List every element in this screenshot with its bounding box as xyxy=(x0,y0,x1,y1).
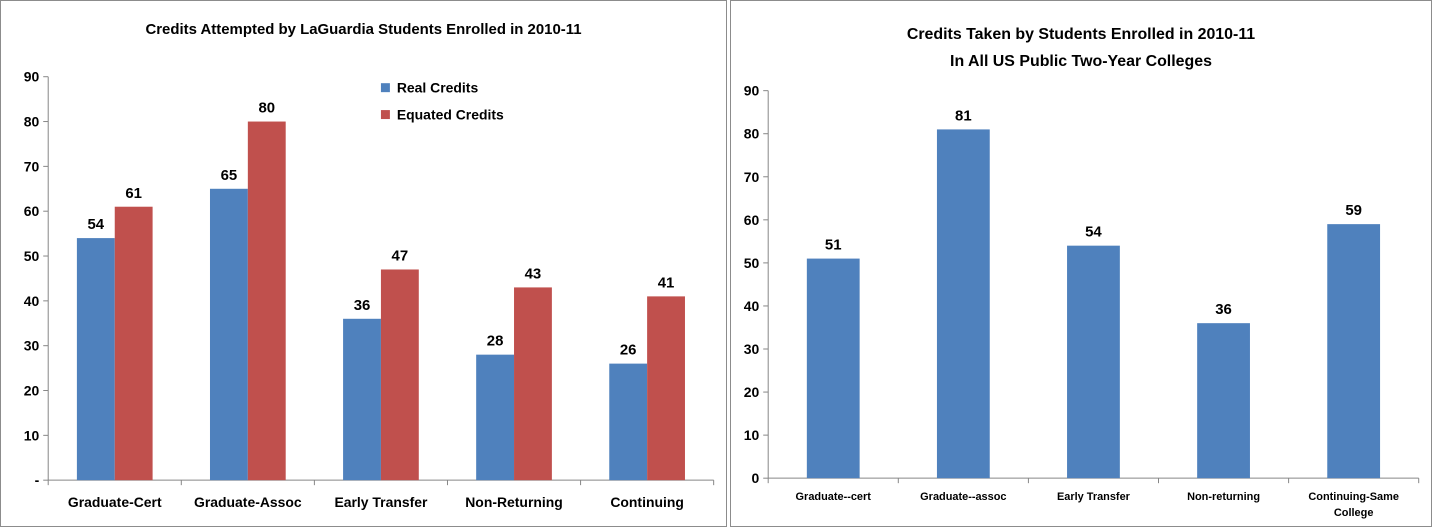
y-tick-label: 90 xyxy=(24,69,40,85)
legend-swatch-1 xyxy=(380,83,390,93)
y-tick-label: 70 xyxy=(24,158,40,174)
chart-title: Credits Attempted by LaGuardia Students … xyxy=(145,21,581,38)
data-label: 28 xyxy=(487,333,504,350)
data-label: 54 xyxy=(88,216,105,233)
y-tick-label: 60 xyxy=(744,212,760,228)
x-tick-label: Graduate--assoc xyxy=(920,491,1006,503)
y-tick-label: 10 xyxy=(744,427,760,443)
bar-2-4 xyxy=(514,287,552,481)
legend-label-1: Real Credits xyxy=(397,80,479,96)
bar-1-3 xyxy=(1067,245,1120,479)
x-tick-label: Non-Returning xyxy=(465,494,563,510)
bar-1-4 xyxy=(476,354,515,481)
y-tick-label: 10 xyxy=(24,427,40,443)
bar-1-2 xyxy=(209,188,248,481)
chart-title: Credits Taken by Students Enrolled in 20… xyxy=(907,26,1255,43)
data-label: 47 xyxy=(392,248,409,265)
y-tick-label: 30 xyxy=(24,338,40,354)
x-tick-label: Graduate--cert xyxy=(796,491,872,503)
y-tick-label: 20 xyxy=(744,384,760,400)
data-label: 61 xyxy=(125,185,142,202)
bar-1-3 xyxy=(343,318,381,481)
x-tick-label: Continuing xyxy=(610,494,684,510)
chart-right: Credits Taken by Students Enrolled in 20… xyxy=(730,0,1432,527)
bar-2-1 xyxy=(114,206,153,481)
data-label: 43 xyxy=(525,265,542,282)
bar-1-1 xyxy=(76,238,115,481)
bar-1-5 xyxy=(609,363,648,481)
bar-2-2 xyxy=(247,121,286,481)
bar-1-1 xyxy=(806,258,860,479)
y-tick-label: 0 xyxy=(751,470,759,486)
data-label: 26 xyxy=(620,342,637,359)
y-tick-label: 50 xyxy=(744,255,760,271)
y-tick-label: 80 xyxy=(744,126,760,142)
bar-2-5 xyxy=(647,296,685,481)
data-label: 36 xyxy=(1215,301,1232,318)
y-tick-label: - xyxy=(35,472,40,488)
x-tick-label: Early Transfer xyxy=(334,494,428,510)
y-tick-label: 80 xyxy=(24,114,40,130)
y-tick-label: 50 xyxy=(24,248,40,264)
legend-label-2: Equated Credits xyxy=(397,107,504,123)
data-label: 59 xyxy=(1345,202,1362,219)
chart-title-line-2: In All US Public Two-Year Colleges xyxy=(950,53,1212,70)
y-tick-label: 70 xyxy=(744,169,760,185)
x-tick-label: Non-returning xyxy=(1187,491,1260,503)
chart-left: Credits Attempted by LaGuardia Students … xyxy=(0,0,727,527)
data-label: 80 xyxy=(258,100,275,117)
x-tick-label: Early Transfer xyxy=(1057,491,1131,503)
x-tick-label: Continuing-Same xyxy=(1308,491,1399,503)
chart-left-svg: Credits Attempted by LaGuardia Students … xyxy=(24,21,715,510)
data-label: 41 xyxy=(658,274,675,291)
chart-right-svg: Credits Taken by Students Enrolled in 20… xyxy=(744,26,1420,519)
bar-1-4 xyxy=(1197,323,1250,479)
legend-swatch-2 xyxy=(380,110,390,120)
y-tick-label: 90 xyxy=(744,83,760,99)
x-tick-label: Graduate-Assoc xyxy=(194,494,302,510)
data-label: 81 xyxy=(955,107,972,124)
y-tick-label: 40 xyxy=(744,298,760,314)
bar-2-3 xyxy=(380,269,419,481)
data-label: 36 xyxy=(354,297,371,314)
data-label: 51 xyxy=(825,237,842,254)
y-tick-label: 30 xyxy=(744,341,760,357)
y-tick-label: 60 xyxy=(24,203,40,219)
y-tick-label: 40 xyxy=(24,293,40,309)
bar-1-5 xyxy=(1327,224,1381,479)
x-tick-label: Graduate-Cert xyxy=(68,494,162,510)
data-label: 54 xyxy=(1085,224,1102,241)
data-label: 65 xyxy=(221,167,238,184)
bar-1-2 xyxy=(936,129,990,479)
y-tick-label: 20 xyxy=(24,382,40,398)
x-tick-label: College xyxy=(1334,507,1374,519)
